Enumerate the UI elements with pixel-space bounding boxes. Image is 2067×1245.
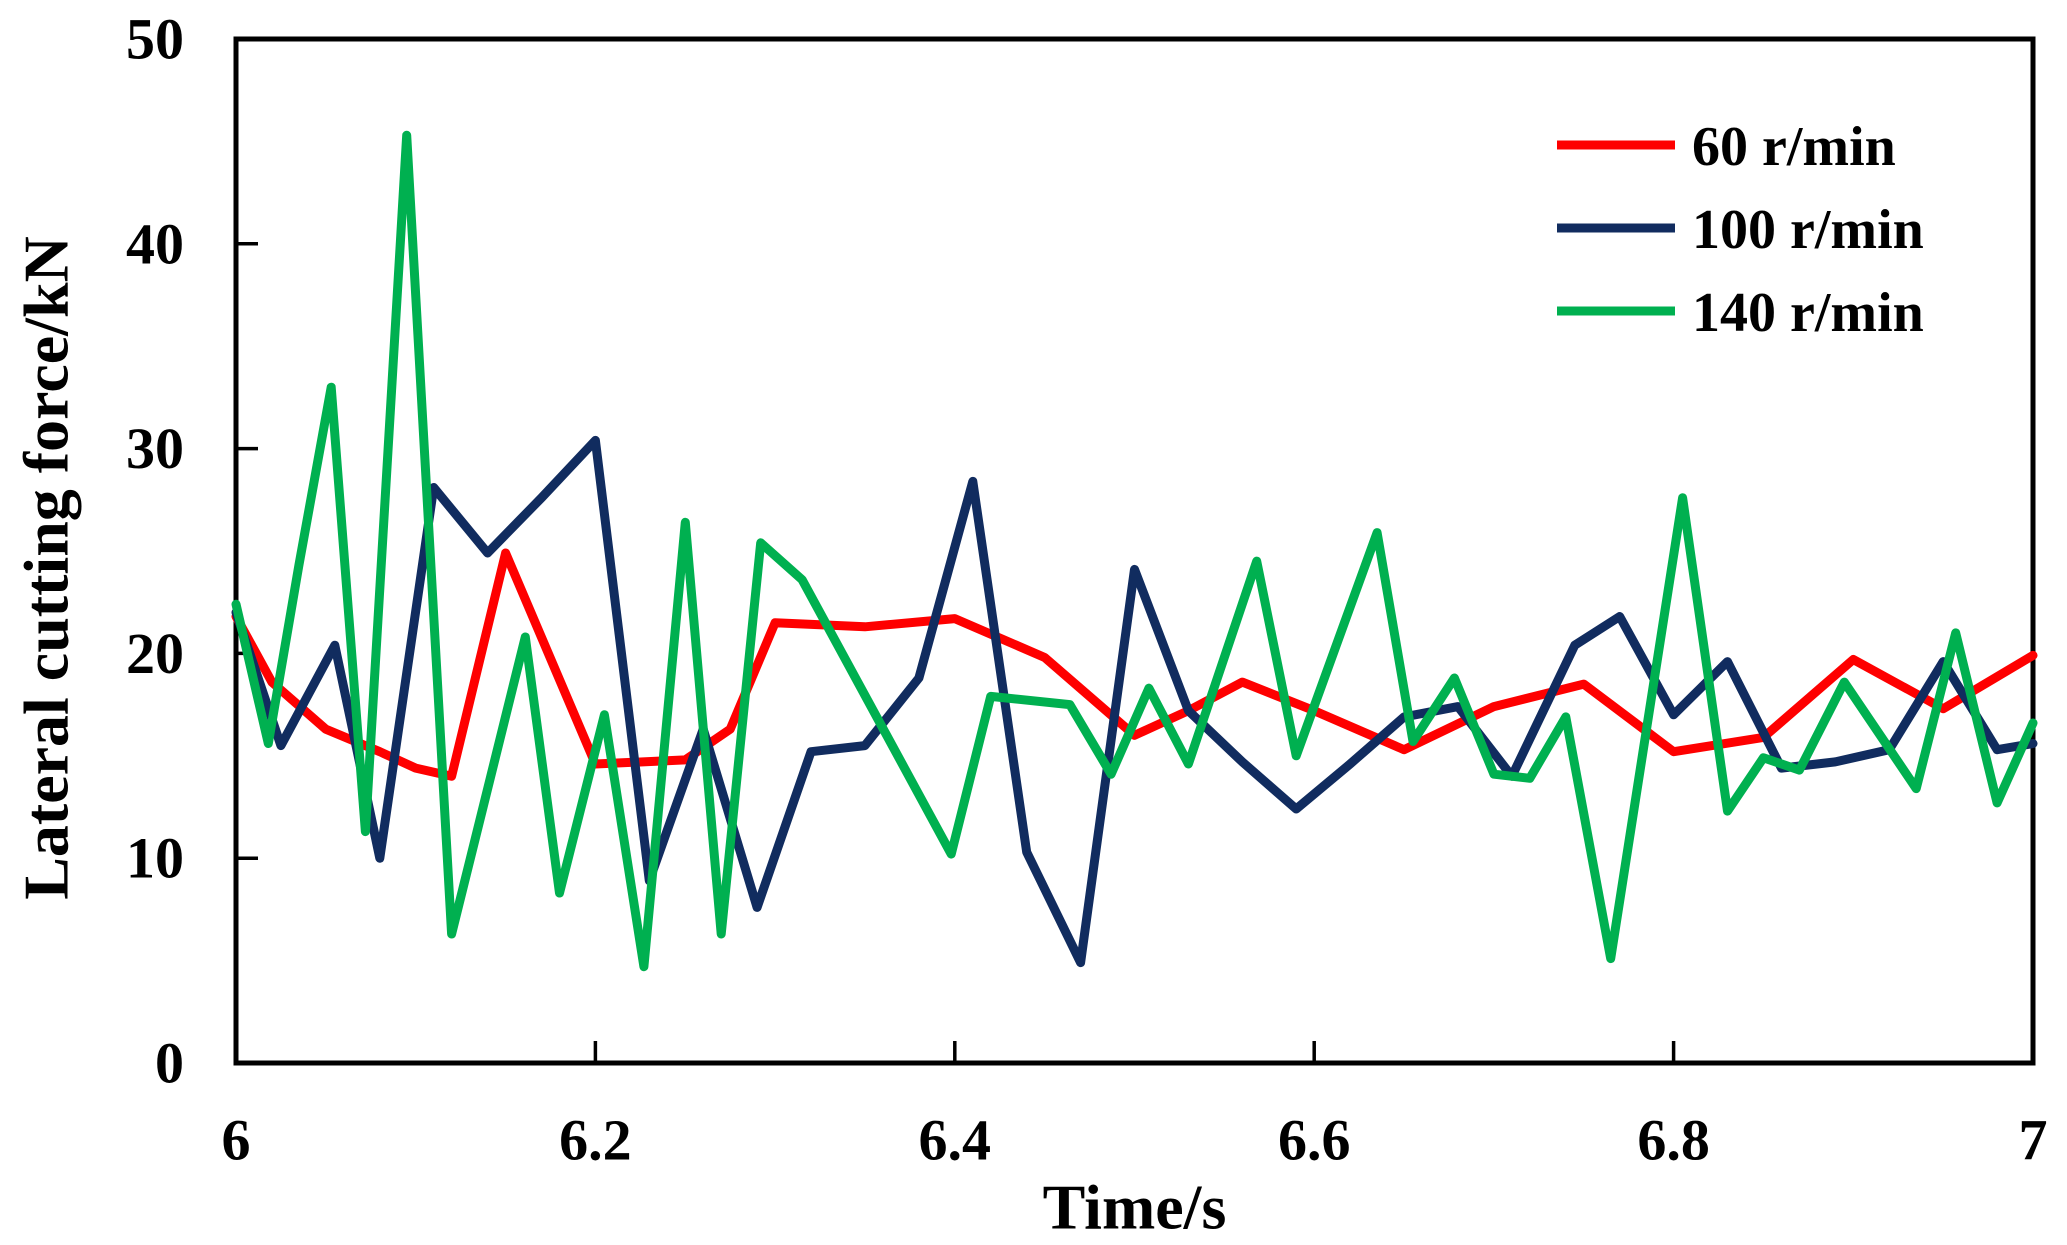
legend-entry: 100 r/min [1557,199,1924,261]
legend-entry: 60 r/min [1557,116,1896,178]
x-tick-label: 6.4 [919,1108,992,1173]
y-axis-title: Lateral cutting force/kN [11,236,82,900]
plot-frame [233,36,2036,1066]
legend: 60 r/min 100 r/min 140 r/min [1557,116,1924,344]
y-tick-label: 10 [126,826,184,891]
legend-entry: 140 r/min [1557,282,1924,344]
y-tick-label: 20 [126,621,184,686]
legend-label: 100 r/min [1692,199,1924,261]
x-axis-title: Time/s [1043,1172,1227,1243]
series-line-100-r-min [231,435,2038,968]
y-tick-label: 40 [126,211,184,276]
x-tick-label: 6.2 [559,1108,632,1173]
legend-label: 60 r/min [1692,116,1896,178]
x-tick-label: 7 [2019,1108,2048,1173]
y-tick-label: 30 [126,416,184,481]
x-tick-label: 6.6 [1278,1108,1351,1173]
series-line-140-r-min [231,130,2038,972]
legend-label: 140 r/min [1692,282,1924,344]
x-tick-label: 6.8 [1637,1108,1710,1173]
y-tick-label: 50 [126,7,184,72]
x-tick-label: 6 [222,1108,251,1173]
y-tick-label: 0 [155,1031,184,1096]
